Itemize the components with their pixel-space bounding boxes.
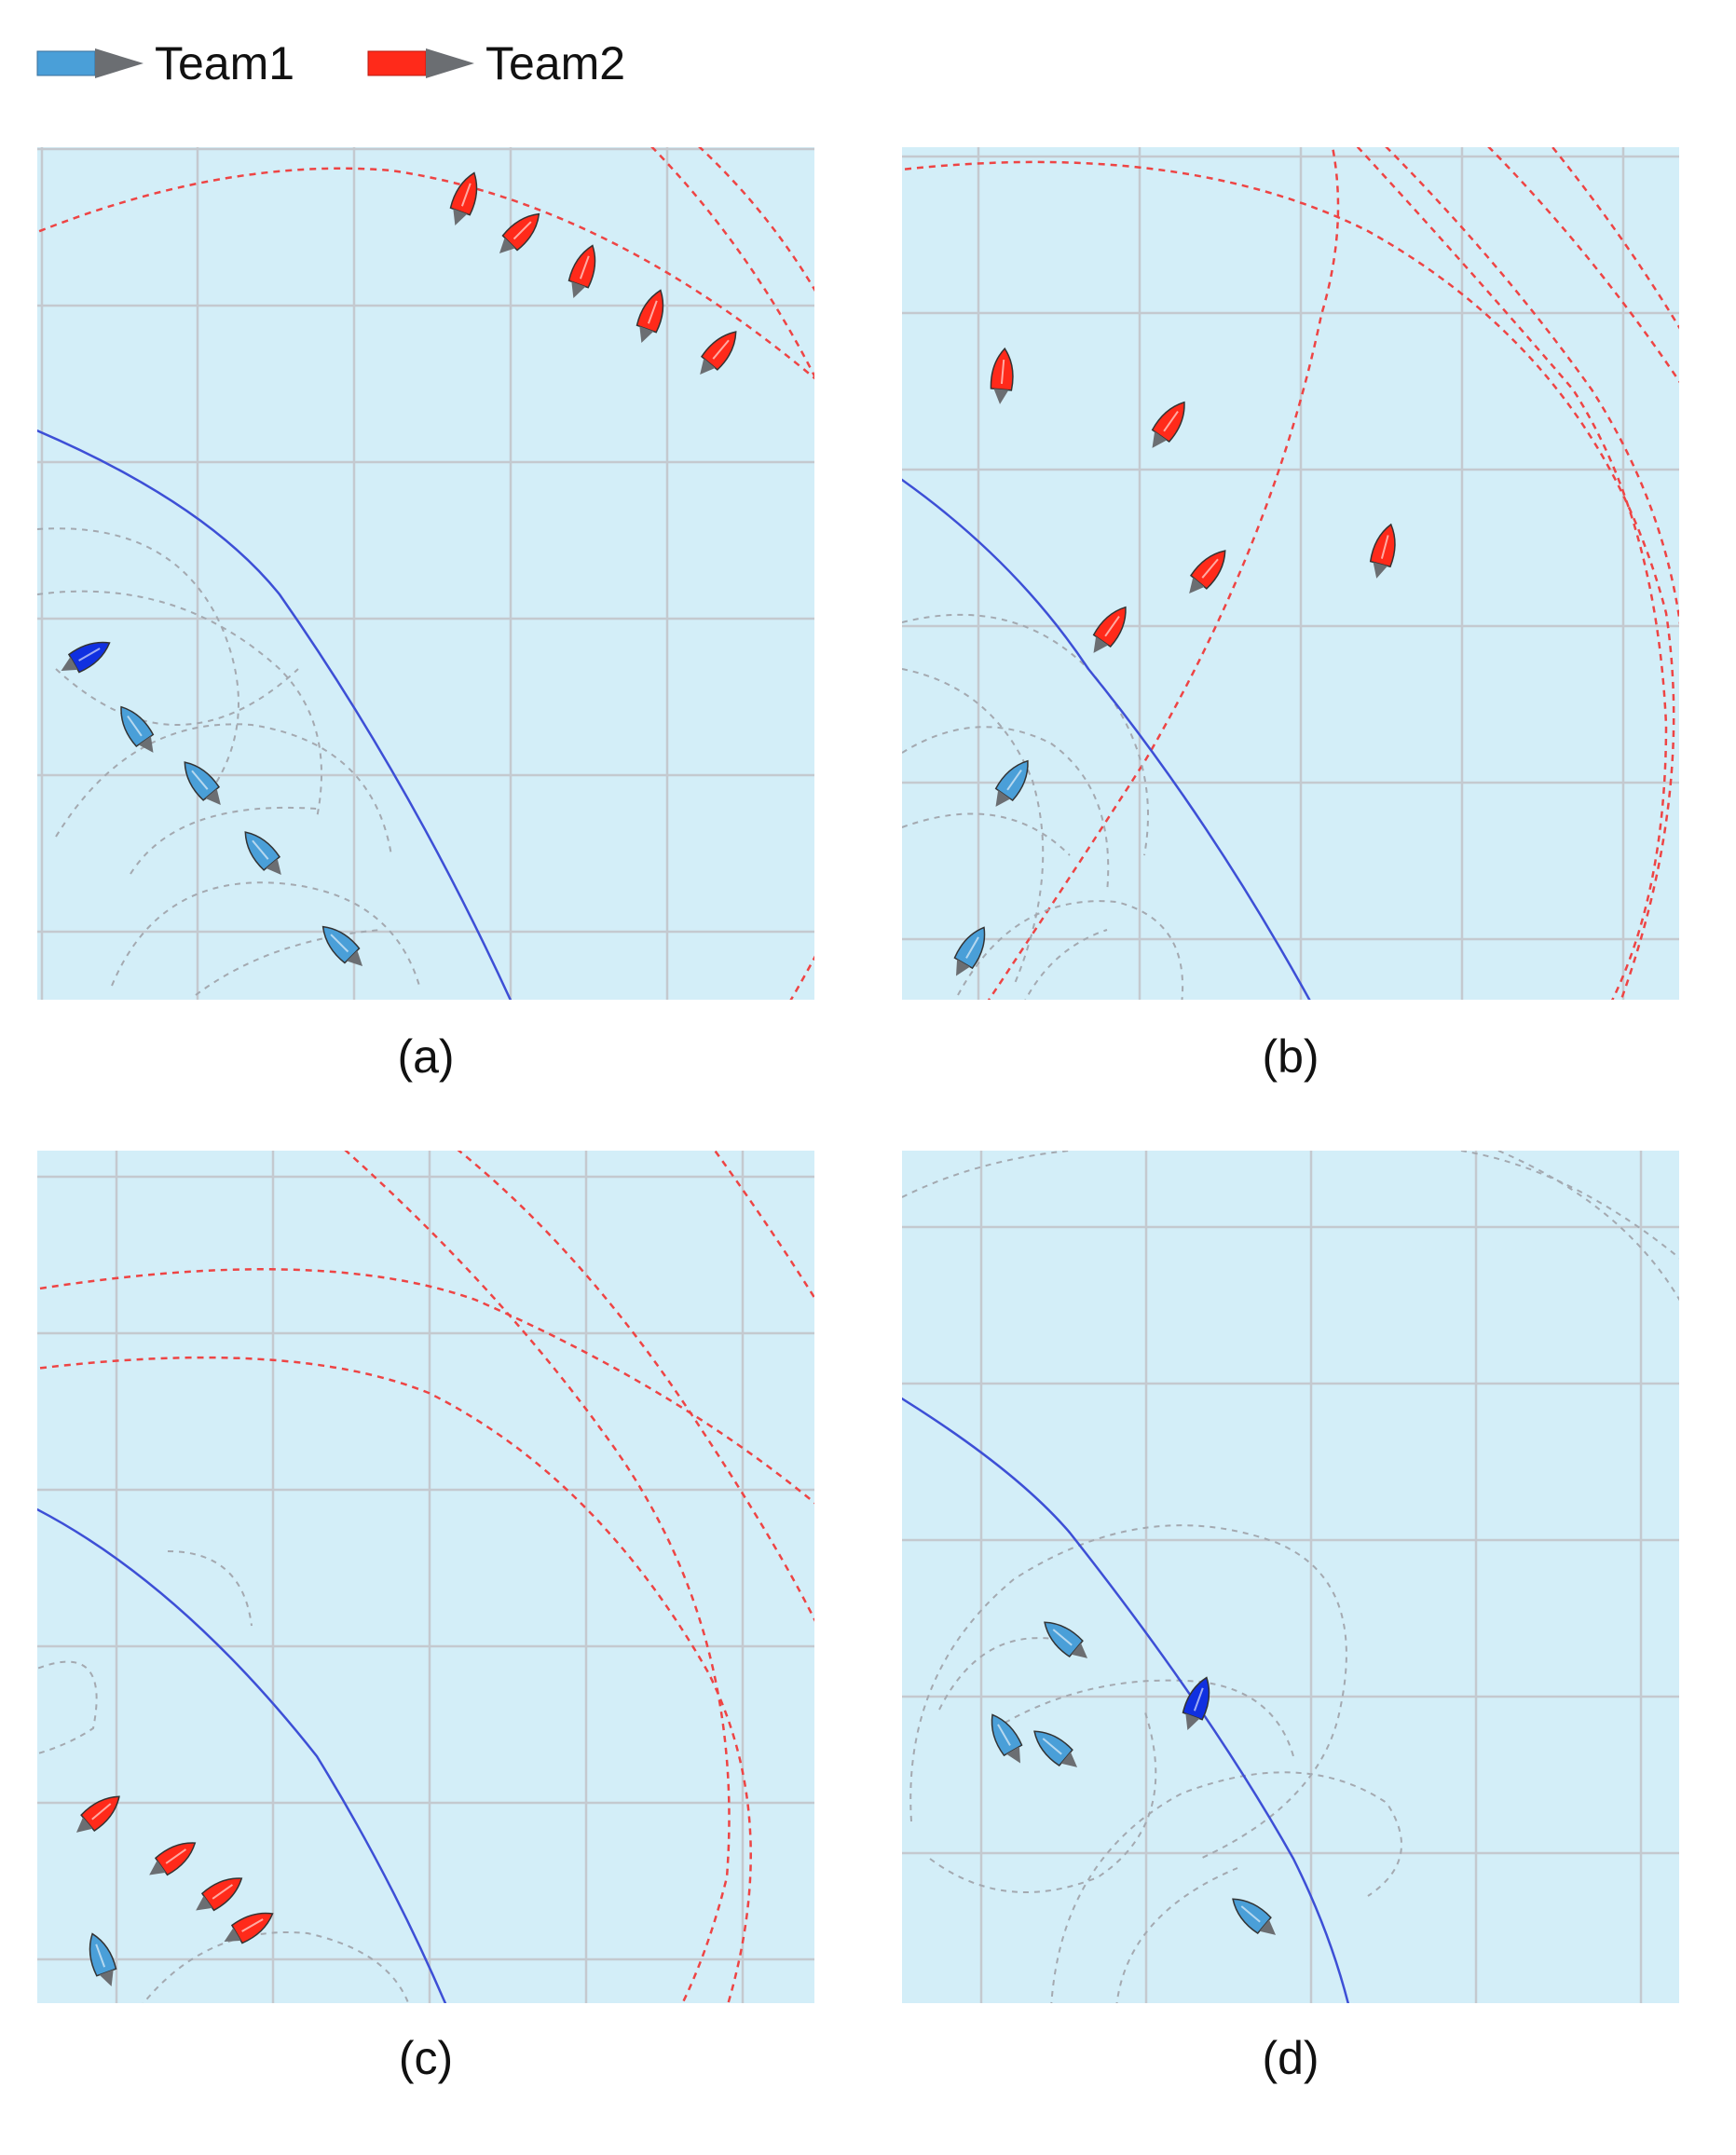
team2-swatch-icon — [367, 48, 474, 78]
boats — [953, 347, 1396, 976]
caption-b: (b) — [1262, 1030, 1319, 1083]
team2-boat-icon — [990, 347, 1014, 404]
legend-label-team2: Team2 — [485, 37, 626, 89]
team2-boat-icon — [149, 1842, 197, 1876]
team2-paths — [902, 147, 1679, 1000]
team2-boat-icon — [75, 1795, 120, 1833]
panel-b — [902, 147, 1679, 1000]
team2-boat-icon — [196, 1877, 243, 1912]
team1-boat-icon — [953, 926, 986, 976]
team1-boat-icon — [991, 1713, 1023, 1764]
team1-boat-icon — [184, 761, 221, 806]
team1-paths — [902, 1151, 1679, 2003]
team1-boat-icon — [321, 925, 363, 967]
caption-c: (c) — [398, 2032, 454, 2084]
panel-a-scene — [37, 147, 814, 1000]
team1-boat-icon — [1033, 1730, 1078, 1767]
legend-item-team2: Team2 — [366, 35, 625, 91]
boundary-line — [902, 1397, 1349, 2003]
caption-d: (d) — [1262, 2032, 1319, 2084]
team1-swatch-icon — [36, 48, 144, 78]
team2-boat-icon — [1151, 401, 1185, 448]
team1-boat-icon — [120, 705, 155, 753]
grid — [37, 1151, 814, 2003]
team2-boat-icon — [1092, 606, 1127, 653]
panel-c — [37, 1151, 814, 2003]
boundary-line — [902, 478, 1311, 1000]
team2-boat-icon — [1189, 550, 1226, 594]
team2-boat-icon — [636, 289, 664, 343]
team2-boat-icon — [567, 244, 596, 298]
grid — [37, 147, 814, 1000]
team1-boat-icon — [994, 759, 1029, 807]
panel-b-scene — [902, 147, 1679, 1000]
grid — [902, 1151, 1679, 2003]
boundary-line — [37, 1507, 447, 2003]
team1-boat-icon — [61, 641, 111, 674]
team1-boat-icon — [244, 831, 281, 876]
panel-d — [902, 1151, 1679, 2003]
team1-boat-icon — [1232, 1898, 1277, 1935]
panel-d-scene — [902, 1151, 1679, 2003]
team2-boat-icon — [700, 331, 737, 375]
boundary-line — [37, 429, 513, 1000]
team1-boat-icon — [1182, 1676, 1210, 1730]
team2-boat-icon — [1369, 523, 1396, 579]
caption-a: (a) — [397, 1030, 455, 1083]
grid — [902, 147, 1679, 1000]
team1-boat-icon — [1044, 1621, 1088, 1658]
panel-c-scene — [37, 1151, 814, 2003]
boats — [75, 1795, 274, 1986]
team1-boat-icon — [89, 1932, 117, 1986]
legend-label-team1: Team1 — [155, 37, 295, 89]
boats — [61, 171, 737, 967]
team1-paths — [37, 1550, 410, 2003]
legend-item-team1: Team1 — [35, 35, 294, 91]
boats — [991, 1621, 1277, 1935]
team2-paths — [37, 1151, 814, 2003]
team2-boat-icon — [499, 212, 540, 254]
team1-paths — [37, 527, 420, 996]
panel-a — [37, 147, 814, 1000]
team2-boat-icon — [449, 171, 478, 225]
team2-paths — [37, 147, 814, 1000]
team2-boat-icon — [224, 1912, 274, 1944]
